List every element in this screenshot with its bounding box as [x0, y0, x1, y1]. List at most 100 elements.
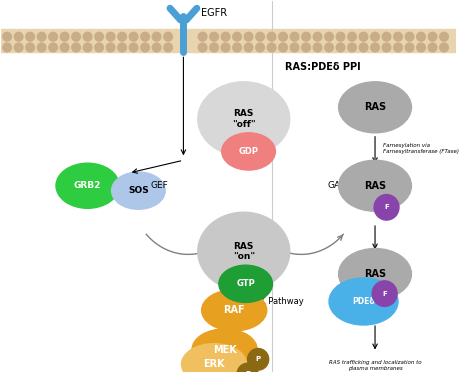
Circle shape: [106, 32, 115, 41]
Circle shape: [313, 32, 322, 41]
Circle shape: [37, 43, 46, 52]
Text: GRB2: GRB2: [74, 181, 101, 190]
Circle shape: [290, 32, 299, 41]
Text: GAP: GAP: [328, 181, 346, 190]
Circle shape: [233, 43, 241, 52]
Circle shape: [417, 43, 425, 52]
Circle shape: [26, 43, 35, 52]
Circle shape: [267, 43, 276, 52]
Circle shape: [152, 32, 161, 41]
Circle shape: [417, 32, 425, 41]
Text: RAF: RAF: [223, 305, 245, 315]
Circle shape: [72, 43, 81, 52]
Ellipse shape: [56, 163, 119, 208]
Text: Farnesylation via
Farnesyltransferase (FTase): Farnesylation via Farnesyltransferase (F…: [383, 143, 459, 154]
Circle shape: [129, 32, 138, 41]
Circle shape: [3, 43, 11, 52]
Ellipse shape: [198, 82, 290, 156]
Circle shape: [405, 43, 414, 52]
Text: GEF: GEF: [151, 181, 168, 190]
Circle shape: [247, 349, 269, 370]
Text: GDP: GDP: [238, 147, 259, 156]
Circle shape: [95, 32, 103, 41]
Circle shape: [394, 43, 402, 52]
Text: MEK: MEK: [213, 344, 237, 355]
Ellipse shape: [338, 248, 411, 299]
Circle shape: [118, 32, 127, 41]
Circle shape: [336, 43, 345, 52]
Circle shape: [325, 43, 333, 52]
Text: PDEδ: PDEδ: [352, 297, 375, 306]
Text: RAS: RAS: [364, 181, 386, 191]
Ellipse shape: [111, 172, 165, 209]
Circle shape: [371, 43, 379, 52]
Text: F: F: [382, 291, 387, 297]
Text: P: P: [245, 371, 250, 377]
Circle shape: [371, 32, 379, 41]
Ellipse shape: [192, 329, 257, 370]
Circle shape: [279, 32, 287, 41]
Circle shape: [382, 43, 391, 52]
Circle shape: [244, 43, 253, 52]
Ellipse shape: [201, 290, 267, 331]
Circle shape: [440, 43, 448, 52]
Circle shape: [233, 32, 241, 41]
Circle shape: [325, 32, 333, 41]
Text: SOS: SOS: [128, 186, 149, 195]
Circle shape: [141, 32, 149, 41]
Circle shape: [394, 32, 402, 41]
Circle shape: [372, 281, 397, 306]
Circle shape: [83, 32, 92, 41]
Circle shape: [141, 43, 149, 52]
Circle shape: [382, 32, 391, 41]
Ellipse shape: [222, 133, 275, 170]
Circle shape: [129, 43, 138, 52]
Circle shape: [198, 32, 207, 41]
Text: RAS:PDEδ PPI: RAS:PDEδ PPI: [285, 62, 361, 72]
Circle shape: [60, 32, 69, 41]
Ellipse shape: [338, 82, 411, 133]
Circle shape: [14, 43, 23, 52]
Circle shape: [440, 32, 448, 41]
Circle shape: [95, 43, 103, 52]
Circle shape: [118, 43, 127, 52]
Circle shape: [49, 43, 57, 52]
Circle shape: [152, 43, 161, 52]
Circle shape: [26, 32, 35, 41]
Circle shape: [256, 32, 264, 41]
Text: RAS: RAS: [364, 102, 386, 112]
Circle shape: [83, 43, 92, 52]
Circle shape: [60, 43, 69, 52]
Text: RAS trafficking and localization to
plasma membranes: RAS trafficking and localization to plas…: [329, 360, 421, 371]
Text: MAPK Pathway: MAPK Pathway: [242, 297, 303, 305]
Circle shape: [348, 43, 356, 52]
Circle shape: [359, 43, 368, 52]
Circle shape: [3, 32, 11, 41]
Circle shape: [428, 43, 437, 52]
Text: P: P: [255, 356, 261, 363]
Circle shape: [359, 32, 368, 41]
Circle shape: [336, 32, 345, 41]
Circle shape: [302, 32, 310, 41]
Text: RAS
"on": RAS "on": [233, 242, 255, 261]
Bar: [1, 29, 456, 53]
Ellipse shape: [338, 160, 411, 211]
Circle shape: [49, 32, 57, 41]
Text: RAS
"off": RAS "off": [232, 109, 255, 129]
Ellipse shape: [329, 278, 398, 325]
Circle shape: [405, 32, 414, 41]
Circle shape: [210, 32, 219, 41]
Circle shape: [210, 43, 219, 52]
Circle shape: [72, 32, 81, 41]
Circle shape: [313, 43, 322, 52]
Ellipse shape: [219, 265, 273, 302]
Circle shape: [256, 43, 264, 52]
Text: F: F: [384, 204, 389, 210]
Text: GTP: GTP: [237, 279, 255, 288]
Circle shape: [164, 43, 173, 52]
Circle shape: [279, 43, 287, 52]
Circle shape: [302, 43, 310, 52]
Circle shape: [267, 32, 276, 41]
Circle shape: [164, 32, 173, 41]
Text: ERK: ERK: [203, 359, 225, 369]
